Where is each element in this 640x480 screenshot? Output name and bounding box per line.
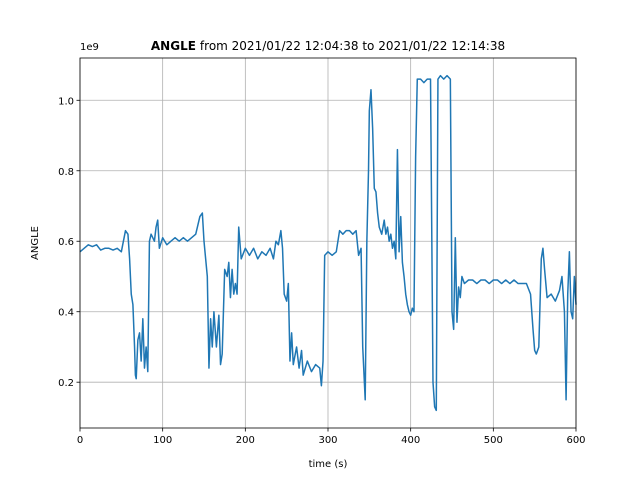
y-tick-label: 0.2 (58, 378, 74, 389)
y-tick-label: 0.8 (58, 167, 74, 178)
x-tick-label: 100 (153, 435, 172, 446)
x-tick-label: 300 (318, 435, 337, 446)
x-axis-label: time (s) (309, 459, 348, 470)
x-tick-label: 500 (484, 435, 503, 446)
y-axis-label: ANGLE (30, 226, 41, 260)
y-tick-label: 0.6 (58, 237, 74, 248)
x-tick-label: 200 (236, 435, 255, 446)
x-tick-label: 400 (401, 435, 420, 446)
x-tick-label: 600 (566, 435, 585, 446)
title-text: from 2021/01/22 12:04:38 to 2021/01/22 1… (200, 39, 505, 53)
x-tick-label: 0 (77, 435, 83, 446)
y-tick-label: 0.4 (58, 308, 74, 319)
plot-frame (79, 57, 577, 429)
data-line (79, 74, 577, 412)
title-bold: ANGLE (151, 39, 196, 53)
y-tick-label: 1.0 (58, 96, 74, 107)
y-offset-label: 1e9 (80, 42, 99, 53)
chart-title: ANGLE from 2021/01/22 12:04:38 to 2021/01… (151, 39, 505, 53)
